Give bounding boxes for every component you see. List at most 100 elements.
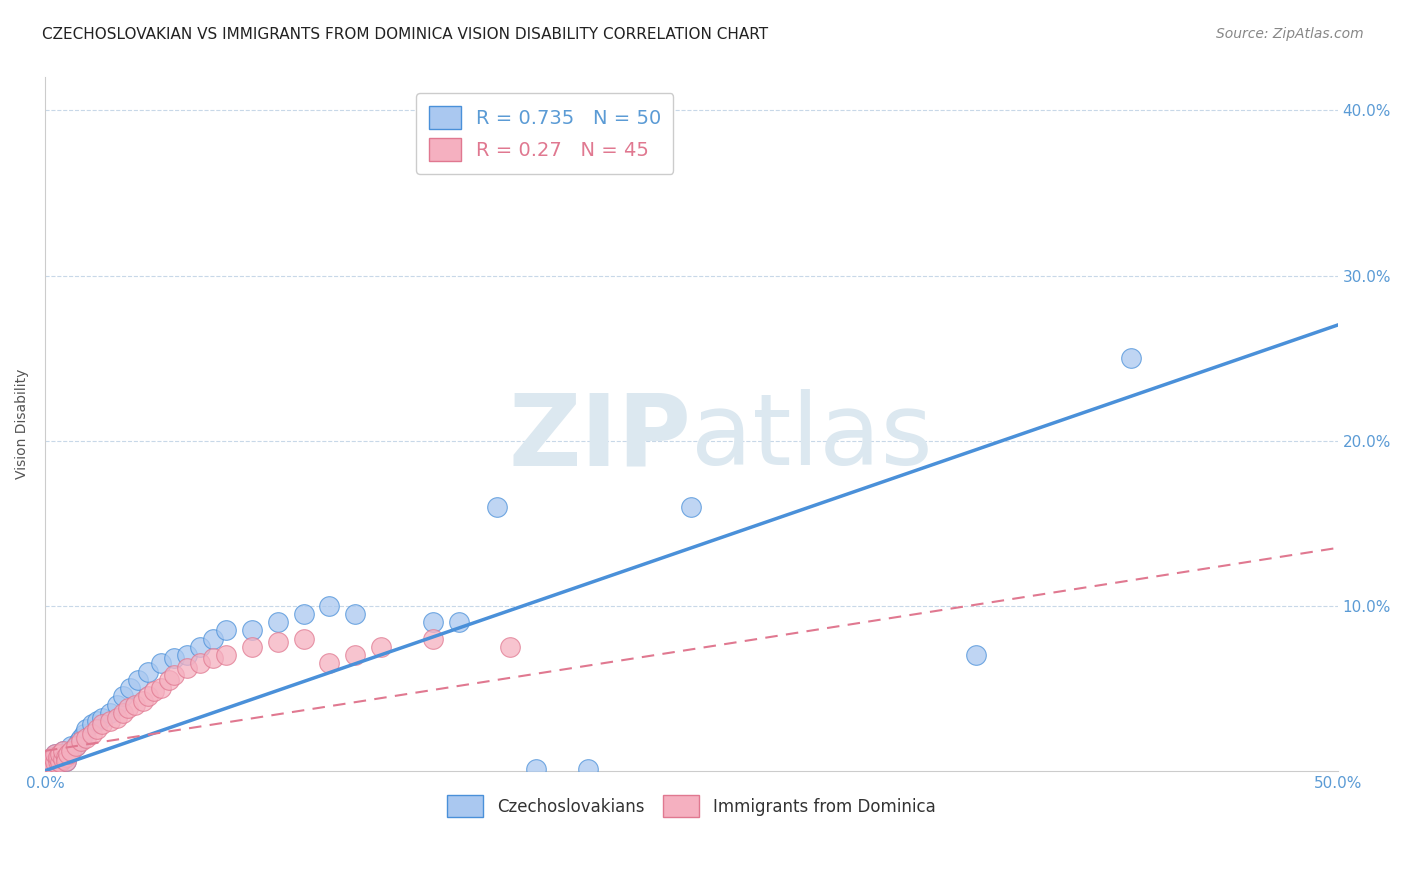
Point [86,723,108,737]
Point [292,632,315,646]
Point [37,756,59,770]
Point [55,750,77,764]
Point [98,706,121,720]
Point [37,756,59,770]
Point [202,651,225,665]
Point [163,668,186,682]
Point [42,750,65,764]
Point [188,657,211,671]
Text: CZECHOSLOVAKIAN VS IMMIGRANTS FROM DOMINICA VISION DISABILITY CORRELATION CHART: CZECHOSLOVAKIAN VS IMMIGRANTS FROM DOMIN… [42,27,768,42]
Point [1119,351,1142,365]
Point [422,632,444,646]
Text: ZIP: ZIP [509,390,692,486]
Point [98,714,121,728]
Point [111,706,134,720]
Point [120,681,142,695]
Point [75,731,97,745]
Point [157,673,180,687]
Legend: Czechoslovakians, Immigrants from Dominica: Czechoslovakians, Immigrants from Domini… [439,788,943,824]
Point [73,727,96,741]
Point [52,752,75,766]
Point [105,711,128,725]
Point [681,500,703,514]
Point [44,756,66,770]
Point [49,747,72,762]
Point [318,657,340,671]
Point [176,648,198,662]
Point [215,624,238,638]
Point [215,648,238,662]
Point [240,640,263,654]
Point [150,681,173,695]
Point [42,757,65,772]
Point [344,607,367,621]
Point [46,750,69,764]
Point [42,750,65,764]
Point [965,648,987,662]
Text: Source: ZipAtlas.com: Source: ZipAtlas.com [1216,27,1364,41]
Point [80,717,103,731]
Point [124,698,146,712]
Point [46,754,69,768]
Point [188,640,211,654]
Point [150,657,173,671]
Point [240,624,263,638]
Point [90,711,112,725]
Point [39,754,62,768]
Point [44,747,66,762]
Point [70,731,93,745]
Point [318,599,340,613]
Point [344,648,367,662]
Point [58,747,80,762]
Point [486,500,509,514]
Point [138,665,160,679]
Point [55,754,77,768]
Text: atlas: atlas [692,390,934,486]
Point [44,747,66,762]
Point [86,714,108,728]
Point [65,739,87,753]
Point [59,739,82,753]
Point [46,754,69,768]
Point [202,632,225,646]
Point [499,640,522,654]
Y-axis label: Vision Disability: Vision Disability [15,369,30,479]
Point [142,684,165,698]
Point [80,727,103,741]
Point [52,744,75,758]
Point [576,762,599,776]
Point [524,762,547,776]
Point [58,747,80,762]
Point [138,690,160,704]
Point [447,615,470,629]
Point [292,607,315,621]
Point [67,734,90,748]
Point [127,673,149,687]
Point [70,734,93,748]
Point [105,698,128,712]
Point [52,752,75,766]
Point [59,744,82,758]
Point [46,750,69,764]
Point [370,640,392,654]
Point [59,744,82,758]
Point [266,635,288,649]
Point [49,756,72,770]
Point [75,723,97,737]
Point [111,690,134,704]
Point [52,744,75,758]
Point [55,754,77,768]
Point [65,739,87,753]
Point [422,615,444,629]
Point [132,694,155,708]
Point [49,756,72,770]
Point [163,651,186,665]
Point [39,754,62,768]
Point [90,717,112,731]
Point [55,750,77,764]
Point [117,701,139,715]
Point [266,615,288,629]
Point [176,661,198,675]
Point [49,747,72,762]
Point [42,757,65,772]
